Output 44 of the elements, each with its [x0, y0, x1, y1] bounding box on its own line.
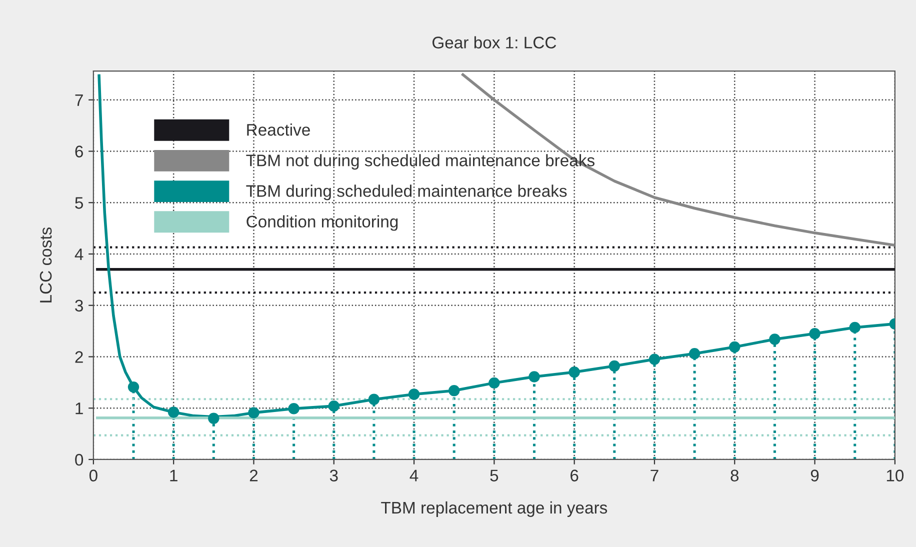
point [368, 394, 380, 405]
x-tick-label: 3 [330, 470, 338, 482]
x-tick-label: 6 [570, 470, 578, 482]
point [608, 360, 620, 372]
point [288, 403, 300, 414]
point [168, 406, 180, 418]
x-tick-label: 5 [490, 470, 498, 482]
point [809, 328, 820, 340]
y-axis-title: LCC costs [40, 227, 52, 302]
point [769, 334, 780, 345]
point [849, 322, 860, 334]
point [688, 348, 700, 360]
x-tick-label: 8 [730, 470, 739, 482]
point [408, 388, 420, 400]
point [648, 354, 660, 365]
y-tick-label: 5 [75, 197, 84, 209]
y-tick-label: 0 [75, 454, 84, 466]
legend-label: Reactive [247, 124, 310, 136]
y-tick-label: 4 [74, 248, 84, 260]
x-tick-label: 10 [886, 470, 904, 482]
point [568, 366, 580, 378]
point [208, 412, 220, 424]
y-tick-label: 1 [76, 402, 83, 414]
point [729, 341, 740, 353]
y-tick-label: 7 [75, 94, 83, 106]
x-tick-label: 4 [410, 470, 418, 482]
y-tick-label: 3 [75, 300, 83, 312]
x-tick-label: 1 [170, 470, 178, 482]
legend-label: Condition monitoring [246, 215, 398, 231]
x-tick-label: 0 [89, 470, 98, 482]
x-tick-label: 7 [650, 470, 658, 482]
y-tick-label: 2 [75, 351, 83, 363]
point [328, 400, 340, 412]
point [528, 371, 540, 382]
x-axis-title: TBM replacement age in years [381, 501, 608, 517]
point [488, 377, 500, 389]
point [128, 381, 140, 393]
y-tick-label: 6 [75, 146, 83, 158]
point [448, 385, 460, 396]
x-tick-label: 2 [250, 470, 258, 482]
chart-title: Gear box 1: LCC [432, 36, 556, 48]
legend-label: TBM during scheduled maintenance breaks [246, 184, 567, 200]
point [248, 407, 260, 418]
x-tick-label: 9 [810, 470, 819, 482]
